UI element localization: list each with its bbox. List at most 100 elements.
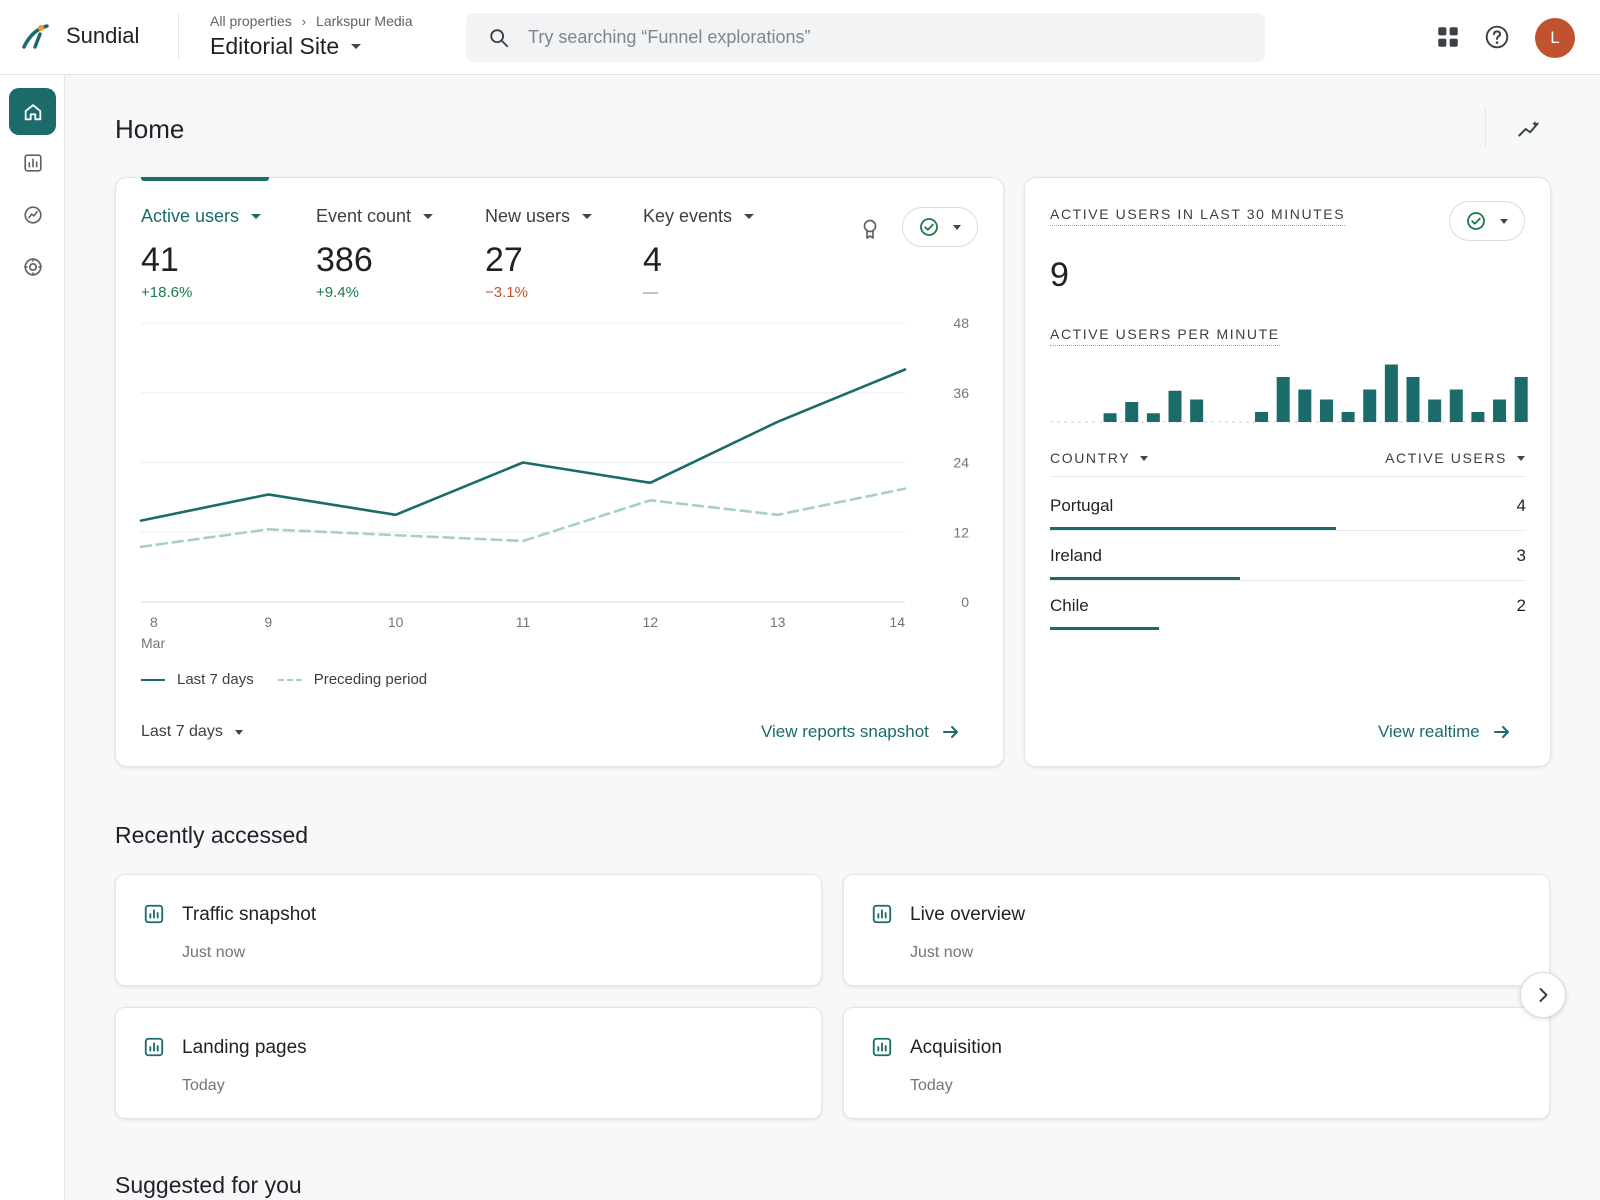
award-icon[interactable]: [860, 218, 880, 240]
minute-bar: [1168, 390, 1182, 422]
brand-name: Sundial: [66, 23, 140, 48]
nav-reports[interactable]: [9, 139, 56, 186]
recently-accessed-title: Recently accessed: [115, 822, 309, 848]
metric-tab-event-count[interactable]: Event count 386 +9.4%: [316, 206, 434, 301]
minute-bar: [1406, 377, 1420, 422]
minute-bar: [1471, 412, 1485, 422]
breadcrumb-all-properties[interactable]: All properties: [210, 13, 292, 29]
recent-item-card[interactable]: Traffic snapshot Just now: [115, 874, 822, 986]
recent-item-name: Traffic snapshot: [182, 904, 317, 925]
y-tick-label: 24: [953, 455, 969, 471]
breadcrumb-chevron-icon: ›: [301, 13, 307, 29]
view-realtime-link[interactable]: View realtime: [1378, 722, 1512, 742]
country-share-bar: [1050, 627, 1160, 630]
caret-down-icon: [1500, 218, 1508, 224]
x-tick-label: 10: [388, 614, 404, 630]
chevron-right-icon: [1539, 988, 1548, 1002]
search-input[interactable]: [528, 27, 1228, 48]
minute-bar: [1103, 413, 1117, 422]
caret-down-icon: [1140, 455, 1149, 461]
realtime-quality-button[interactable]: [1449, 201, 1525, 241]
recent-item-name: Acquisition: [910, 1037, 1002, 1058]
link-label: View realtime: [1378, 722, 1480, 741]
apps-grid-icon[interactable]: [1435, 24, 1461, 50]
country-users: 4: [1516, 496, 1526, 515]
metric-delta: +18.6%: [141, 284, 193, 301]
home-icon: [24, 103, 41, 120]
recent-item-name: Live overview: [910, 904, 1026, 925]
y-tick-label: 12: [953, 524, 969, 540]
metric-tab-active-users[interactable]: Active users 41 +18.6%: [141, 206, 262, 301]
report-icon: [144, 904, 164, 924]
avatar[interactable]: L: [1535, 18, 1575, 58]
country-share-bar: [1050, 577, 1241, 580]
active-tab-indicator: [141, 177, 269, 181]
date-range-label: Last 7 days: [141, 723, 223, 740]
caret-down-icon: [423, 214, 434, 219]
minute-bar: [1449, 389, 1463, 422]
side-navigation: [0, 75, 65, 1200]
explore-icon: [23, 205, 42, 224]
metric-tab-new-users[interactable]: New users 27 −3.1%: [485, 206, 593, 301]
legend-swatch-previous: [277, 678, 302, 681]
view-reports-snapshot-link[interactable]: View reports snapshot: [761, 722, 961, 742]
check-circle-icon: [1467, 212, 1485, 230]
metric-delta: +9.4%: [316, 284, 359, 301]
metric-tab-key-events[interactable]: Key events 4 —: [643, 206, 755, 301]
row-divider: [1050, 530, 1526, 531]
suggested-title: Suggested for you: [115, 1172, 302, 1198]
property-selector[interactable]: Editorial Site: [210, 33, 362, 60]
brand[interactable]: Sundial: [20, 20, 139, 52]
series-line: [139, 487, 907, 549]
country-name: Chile: [1050, 596, 1089, 615]
breadcrumb-account[interactable]: Larkspur Media: [316, 13, 413, 29]
help-icon[interactable]: [1484, 24, 1510, 50]
x-tick-label: 12: [643, 614, 659, 630]
recent-item-time: Just now: [182, 944, 246, 961]
recent-item-card[interactable]: Live overview Just now: [843, 874, 1550, 986]
legend-label-current: Last 7 days: [177, 671, 254, 688]
x-tick-label: 8: [150, 614, 158, 630]
search-bar[interactable]: [466, 13, 1265, 62]
caret-down-icon: [953, 224, 961, 230]
data-quality-button[interactable]: [902, 207, 978, 247]
minute-bar: [1514, 377, 1528, 422]
recent-item-time: Today: [182, 1077, 225, 1094]
advertising-icon: [23, 257, 42, 276]
col-header-country[interactable]: COUNTRY: [1050, 450, 1149, 466]
x-tick-label: 9: [264, 614, 272, 630]
col-header-active-users[interactable]: ACTIVE USERS: [1385, 450, 1525, 466]
metric-label: New users: [485, 206, 593, 227]
date-range-selector[interactable]: Last 7 days: [141, 723, 243, 741]
realtime-title: ACTIVE USERS IN LAST 30 MINUTES: [1050, 206, 1346, 226]
row-divider: [1050, 580, 1526, 581]
table-row: Ireland 3: [1050, 530, 1526, 580]
minute-bar: [1363, 389, 1377, 422]
carousel-next-button[interactable]: [1520, 972, 1566, 1018]
property-name: Editorial Site: [210, 33, 340, 59]
minute-bar: [1428, 399, 1442, 422]
minute-bar: [1319, 399, 1333, 422]
nav-explore[interactable]: [9, 191, 56, 238]
line-chart: 0 12 24 36 48 8 Mar 9 10 11 12 13 14: [139, 315, 969, 651]
y-tick-label: 48: [953, 315, 969, 331]
metric-delta: −3.1%: [485, 284, 528, 301]
minute-bar: [1125, 402, 1139, 422]
y-tick-label: 36: [953, 385, 969, 401]
insights-button[interactable]: [1512, 112, 1546, 146]
chart-legend: Last 7 days Preceding period: [141, 671, 427, 688]
link-label: View reports snapshot: [761, 722, 929, 741]
minute-bar: [1298, 389, 1312, 422]
caret-down-icon: [582, 214, 593, 219]
minute-bar: [1146, 413, 1160, 422]
nav-advertising[interactable]: [9, 243, 56, 290]
page-title: Home: [115, 114, 185, 144]
metric-label: Active users: [141, 206, 262, 227]
realtime-subtitle: ACTIVE USERS PER MINUTE: [1050, 326, 1280, 346]
nav-home[interactable]: [9, 88, 56, 135]
recent-item-card[interactable]: Landing pages Today: [115, 1007, 822, 1119]
metric-value: 27: [485, 241, 523, 279]
recent-item-card[interactable]: Acquisition Today: [843, 1007, 1550, 1119]
overview-metrics-card: Active users 41 +18.6% Event count 386 +…: [115, 177, 1004, 767]
minute-bar: [1255, 412, 1269, 422]
